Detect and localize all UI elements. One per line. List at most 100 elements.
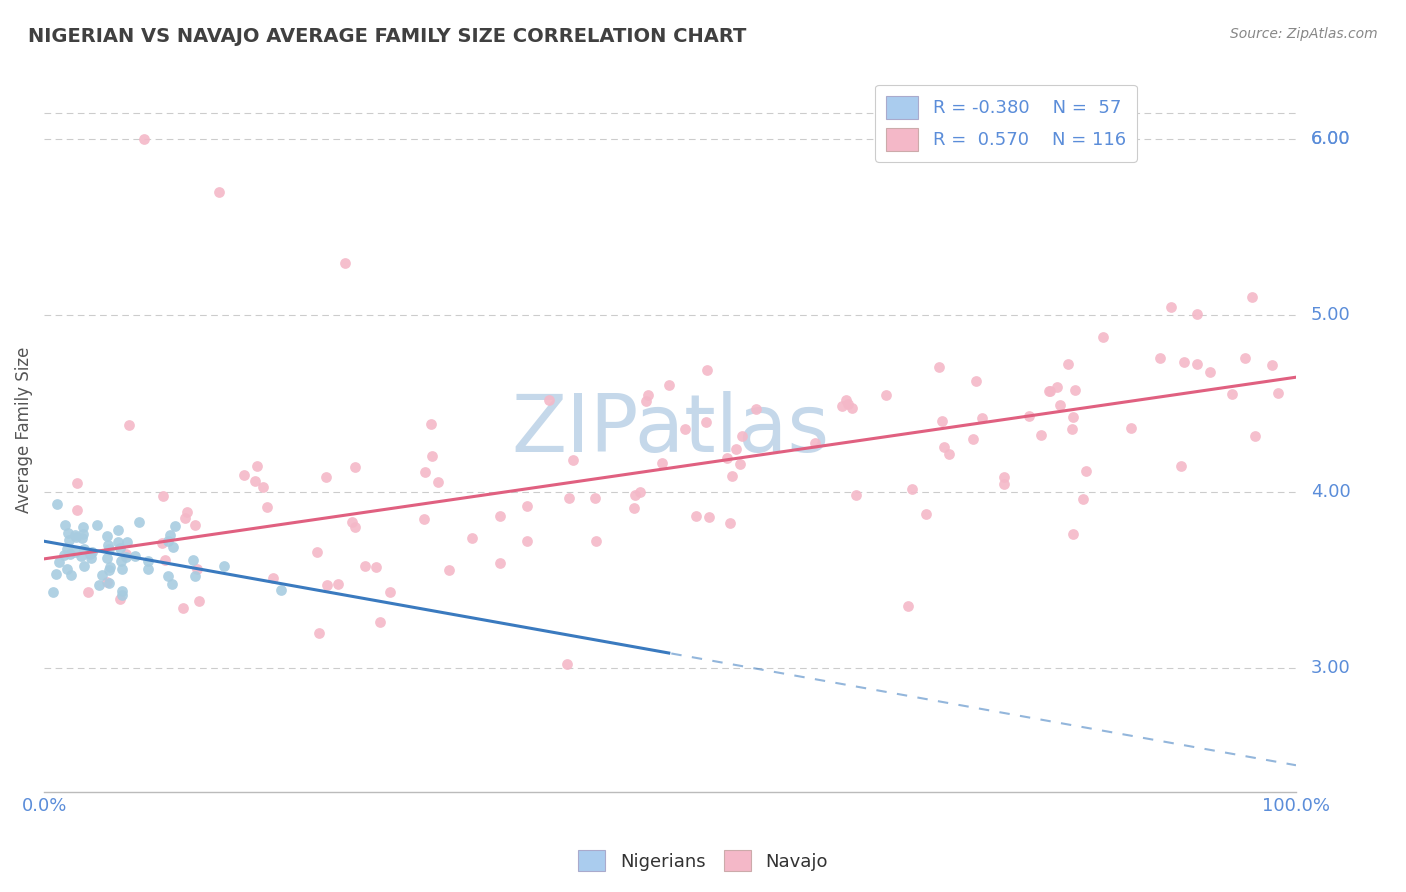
Point — [107, 534, 129, 549]
Point — [115, 534, 138, 549]
Point — [1267, 385, 1289, 400]
Point — [48, 555, 70, 569]
Point — [1038, 384, 1060, 399]
Point — [73, 542, 96, 557]
Point — [538, 393, 561, 408]
Point — [993, 470, 1015, 484]
Point — [1170, 458, 1192, 473]
Point — [427, 475, 450, 490]
Point — [489, 508, 512, 523]
Point — [1198, 365, 1220, 379]
Point — [378, 585, 401, 599]
Point — [262, 571, 284, 585]
Point — [111, 588, 134, 602]
Point — [208, 185, 231, 199]
Point — [558, 491, 581, 505]
Point — [721, 468, 744, 483]
Point — [419, 417, 441, 431]
Point — [136, 562, 159, 576]
Point — [315, 470, 337, 484]
Point — [41, 585, 63, 599]
Point — [1018, 409, 1040, 424]
Point — [931, 414, 953, 428]
Point — [117, 417, 139, 432]
Point — [831, 399, 853, 413]
Point — [965, 374, 987, 388]
Point — [932, 440, 955, 454]
Point — [803, 435, 825, 450]
Point — [96, 575, 118, 590]
Point — [172, 600, 194, 615]
Point — [938, 447, 960, 461]
Point — [187, 594, 209, 608]
Point — [58, 526, 80, 541]
Point — [96, 529, 118, 543]
Text: 3.00: 3.00 — [1310, 659, 1351, 677]
Point — [134, 132, 156, 146]
Point — [745, 401, 768, 416]
Point — [364, 560, 387, 574]
Point — [308, 626, 330, 640]
Point — [328, 577, 350, 591]
Point — [837, 397, 859, 411]
Point — [98, 560, 121, 574]
Point — [1149, 351, 1171, 366]
Point — [173, 511, 195, 525]
Point — [152, 489, 174, 503]
Point — [1244, 429, 1267, 443]
Point — [233, 467, 256, 482]
Point — [65, 545, 87, 559]
Point — [1060, 422, 1083, 436]
Point — [1046, 380, 1069, 394]
Point — [252, 479, 274, 493]
Point — [58, 533, 80, 548]
Point — [97, 538, 120, 552]
Point — [128, 515, 150, 529]
Point — [80, 551, 103, 566]
Point — [270, 582, 292, 597]
Point — [59, 547, 82, 561]
Point — [52, 548, 75, 562]
Point — [437, 563, 460, 577]
Point — [728, 457, 751, 471]
Point — [1240, 290, 1263, 304]
Point — [962, 433, 984, 447]
Point — [993, 477, 1015, 491]
Point — [114, 550, 136, 565]
Point — [585, 534, 607, 549]
Point — [628, 485, 651, 500]
Point — [66, 475, 89, 490]
Point — [900, 483, 922, 497]
Point — [1039, 384, 1062, 399]
Point — [160, 576, 183, 591]
Point — [1261, 358, 1284, 372]
Point — [87, 578, 110, 592]
Point — [162, 540, 184, 554]
Point — [914, 507, 936, 521]
Point — [98, 542, 121, 557]
Point — [695, 415, 717, 429]
Point — [70, 549, 93, 563]
Point — [107, 524, 129, 538]
Point — [1062, 410, 1084, 425]
Point — [343, 459, 366, 474]
Point — [1185, 357, 1208, 371]
Point — [60, 567, 83, 582]
Point — [315, 578, 337, 592]
Point — [159, 528, 181, 542]
Point — [718, 516, 741, 530]
Point — [56, 562, 79, 576]
Point — [184, 569, 207, 583]
Point — [461, 531, 484, 545]
Point — [243, 475, 266, 489]
Point — [56, 541, 79, 556]
Point — [86, 517, 108, 532]
Point — [1160, 300, 1182, 314]
Point — [343, 520, 366, 534]
Point — [516, 534, 538, 549]
Point — [489, 556, 512, 570]
Text: 5.00: 5.00 — [1310, 307, 1351, 325]
Point — [305, 545, 328, 559]
Legend: R = -0.380    N =  57, R =  0.570    N = 116: R = -0.380 N = 57, R = 0.570 N = 116 — [875, 85, 1136, 161]
Point — [637, 388, 659, 402]
